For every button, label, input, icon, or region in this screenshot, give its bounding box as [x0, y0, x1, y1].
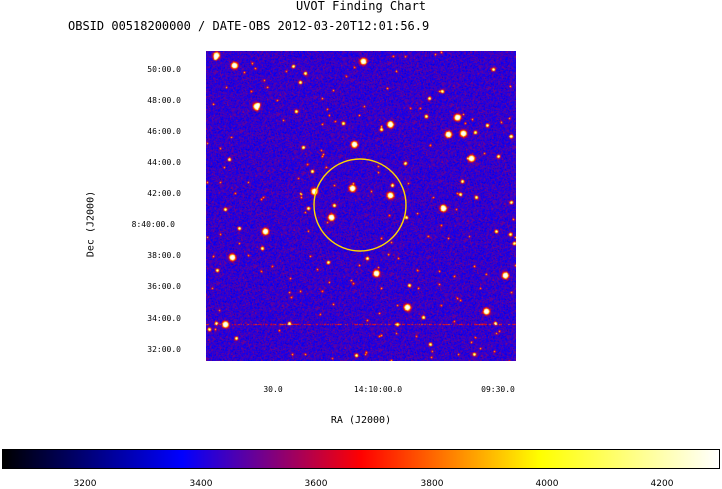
colorbar-tick-label: 4200 — [650, 479, 674, 489]
colorbar-tick-label: 3400 — [189, 479, 213, 489]
x-tick-label: 14:10:00.0 — [353, 385, 403, 394]
x-axis-label: RA (J2000) — [330, 415, 392, 426]
image-overlay — [313, 158, 407, 252]
y-tick-label: 50:00.0 — [147, 65, 181, 74]
colorbar-tick-label: 3600 — [304, 479, 328, 489]
colorbar-tick-label: 3800 — [420, 479, 444, 489]
chart-subtitle: OBSID 00518200000 / DATE-OBS 2012-03-20T… — [68, 19, 430, 33]
y-tick-label: 36:00.0 — [147, 282, 181, 291]
sky-image-panel — [206, 51, 516, 361]
colorbar — [2, 449, 720, 469]
target-circle — [313, 158, 407, 252]
y-tick-label: 34:00.0 — [147, 314, 181, 323]
y-tick-label: 38:00.0 — [147, 251, 181, 260]
y-tick-label: 42:00.0 — [147, 189, 181, 198]
x-tick-label: 30.0 — [263, 385, 283, 394]
sky-image — [206, 51, 516, 361]
colorbar-tick-label: 4000 — [535, 479, 559, 489]
colorbar-tick-label: 3200 — [73, 479, 97, 489]
y-tick-label: 8:40:00.0 — [131, 220, 175, 229]
x-tick-label: 09:30.0 — [481, 385, 515, 394]
y-axis-label: Dec (J2000) — [85, 190, 97, 258]
chart-title: UVOT Finding Chart — [295, 0, 427, 13]
y-tick-label: 48:00.0 — [147, 96, 181, 105]
y-tick-label: 32:00.0 — [147, 345, 181, 354]
y-tick-label: 44:00.0 — [147, 158, 181, 167]
y-tick-label: 46:00.0 — [147, 127, 181, 136]
